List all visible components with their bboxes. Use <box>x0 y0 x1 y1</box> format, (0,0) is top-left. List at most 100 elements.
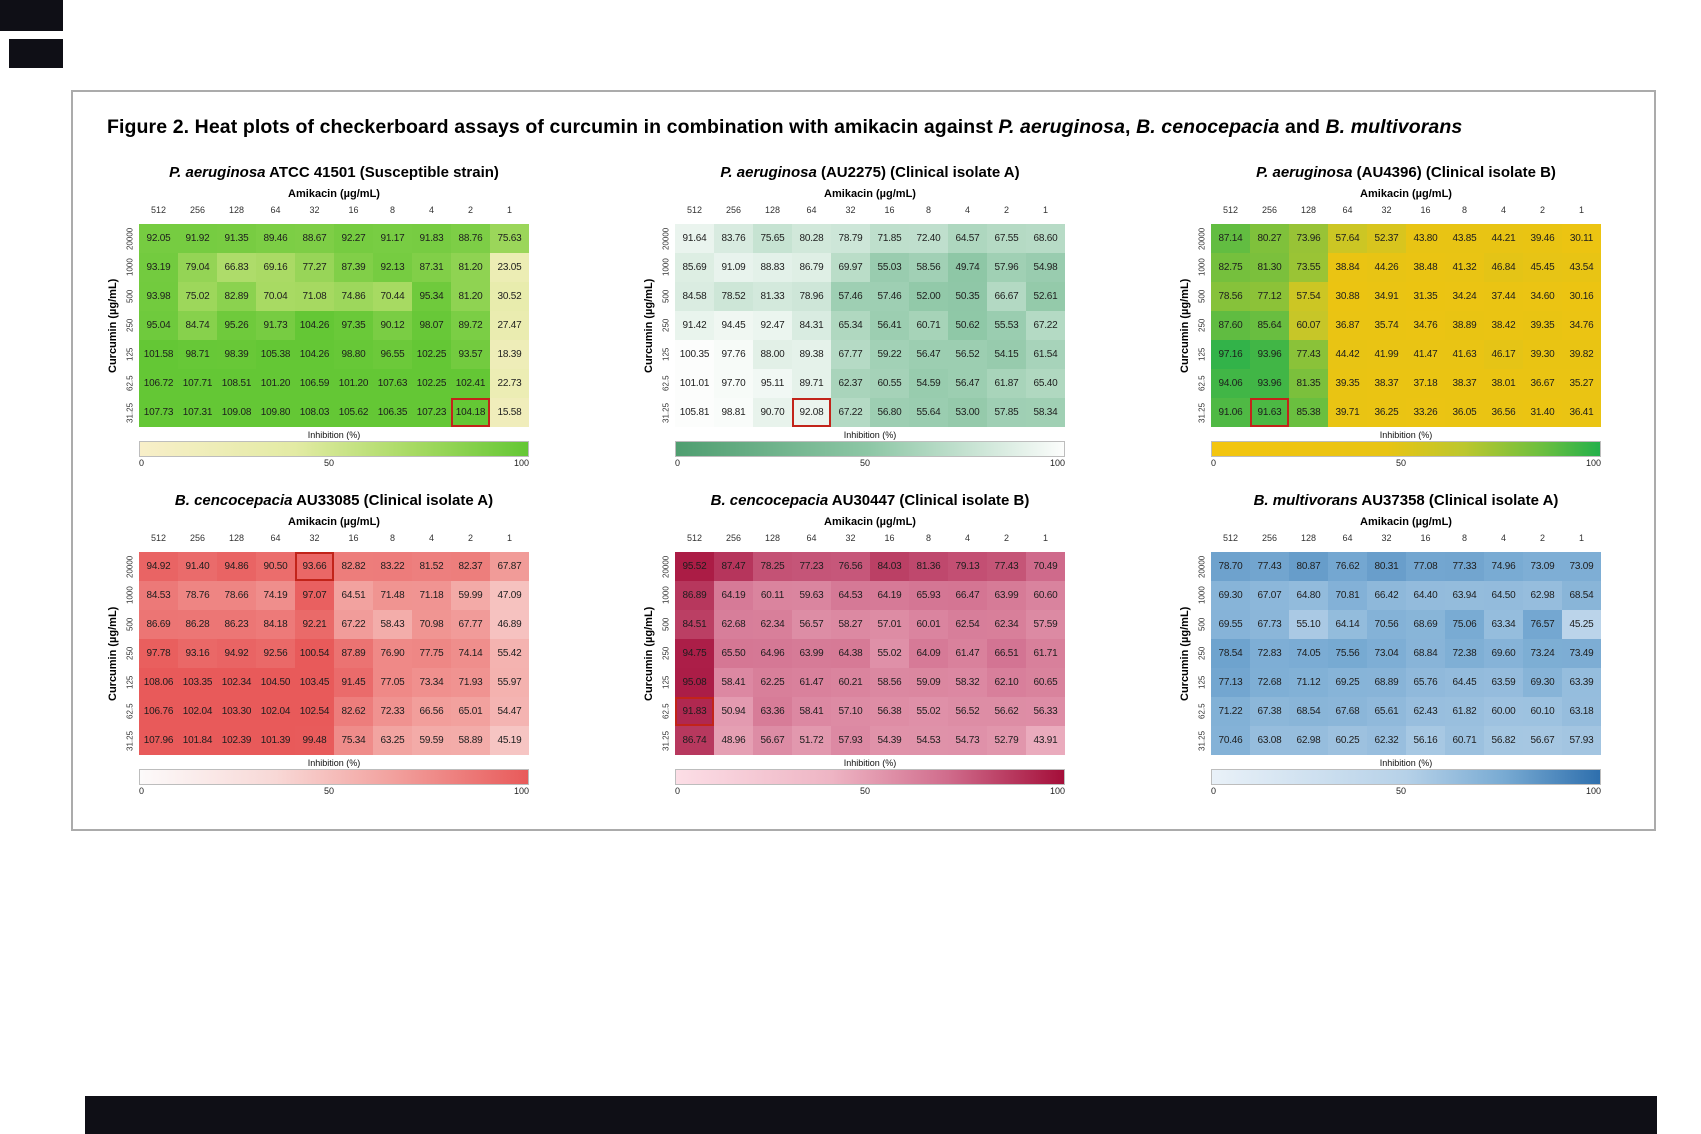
x-axis-label: Amikacin (µg/mL) <box>288 515 380 528</box>
y-tick-label: 125 <box>1197 347 1207 361</box>
heatmap-cell: 103.30 <box>217 696 256 726</box>
heatmap-cell: 62.68 <box>714 609 753 639</box>
figure-title: Figure 2. Heat plots of checkerboard ass… <box>107 114 1487 142</box>
x-tick-label: 2 <box>1003 204 1009 215</box>
heatmap-cell: 43.54 <box>1562 252 1601 282</box>
heatmap-pa-atcc41501: P. aeruginosa ATCC 41501 (Susceptible st… <box>105 164 529 468</box>
x-tick-label: 256 <box>189 204 206 215</box>
heatmap-cell: 62.98 <box>1523 580 1562 610</box>
heatmap-cell: 72.68 <box>1250 667 1289 697</box>
heatmap-cell: 69.25 <box>1328 667 1367 697</box>
heatmap-cell: 92.27 <box>334 223 373 253</box>
heatmap-cell: 69.97 <box>831 252 870 282</box>
heatmap-cell: 70.98 <box>412 609 451 639</box>
colorbar-tick-label: 100 <box>513 785 529 796</box>
heatmap-cell: 34.60 <box>1523 281 1562 311</box>
x-tick-label: 8 <box>1461 204 1467 215</box>
x-tick-label: 64 <box>806 204 817 215</box>
heatmap-cell: 108.06 <box>139 667 178 697</box>
heatmap-cell: 67.55 <box>987 223 1026 253</box>
y-tick-label: 250 <box>1197 646 1207 660</box>
y-ticks: 20000 1000 500 250 125 62.5 31.25 <box>657 224 675 468</box>
heatmap-cell: 65.61 <box>1367 696 1406 726</box>
heatmap-cell: 56.57 <box>792 609 831 639</box>
heatmap-cell: 43.80 <box>1406 223 1445 253</box>
y-tick-label: 1000 <box>1197 258 1207 277</box>
y-tick-label: 20000 <box>661 227 671 250</box>
heatmap-cell: 63.59 <box>1484 667 1523 697</box>
heatmap-cell: 39.35 <box>1523 310 1562 340</box>
x-tick-label: 64 <box>1342 204 1353 215</box>
heatmap-cell: 65.50 <box>714 638 753 668</box>
y-tick-label: 250 <box>1197 318 1207 332</box>
heatmap-cell: 69.30 <box>1211 580 1250 610</box>
heatmap-cell: 62.34 <box>987 609 1026 639</box>
heatmap-cell: 103.35 <box>178 667 217 697</box>
heatmap-cell: 55.02 <box>909 696 948 726</box>
colorbar-tick-label: 50 <box>323 785 334 796</box>
heatmap-cell: 45.25 <box>1562 609 1601 639</box>
y-tick-label: 125 <box>1197 675 1207 689</box>
heatmap-cell: 77.43 <box>987 551 1026 581</box>
plot-title-strain: (AU2275) (Clinical isolate A) <box>816 163 1020 181</box>
heatmap-cell: 82.37 <box>451 551 490 581</box>
heatmap-cell: 87.60 <box>1211 310 1250 340</box>
heatmap-cell: 61.71 <box>1026 638 1065 668</box>
heatmap-cell: 57.59 <box>1026 609 1065 639</box>
colorbar-label: Inhibition (%) <box>1379 429 1433 440</box>
heatmap-cell: 57.01 <box>870 609 909 639</box>
heatmap-pa-au2275: P. aeruginosa (AU2275) (Clinical isolate… <box>641 164 1065 468</box>
heatmap-cell: 73.09 <box>1562 551 1601 581</box>
heatmap-cell: 70.46 <box>1211 725 1250 755</box>
heatmap-cell: 72.38 <box>1445 638 1484 668</box>
heatmap-cell: 90.70 <box>753 397 792 427</box>
heatmap-cell: 38.01 <box>1484 368 1523 398</box>
heatmap-cell: 78.96 <box>792 281 831 311</box>
heatmap-cell: 93.98 <box>139 281 178 311</box>
heatmap-cell: 82.75 <box>1211 252 1250 282</box>
x-tick-label: 256 <box>189 532 206 543</box>
heatmap-cell: 72.83 <box>1250 638 1289 668</box>
heatmap-cell: 96.55 <box>373 339 412 369</box>
heatmap-cell: 70.49 <box>1026 551 1065 581</box>
heatmap-cell: 97.35 <box>334 310 373 340</box>
heatmap-cell: 77.23 <box>792 551 831 581</box>
heatmap-cell: 60.55 <box>870 368 909 398</box>
heatmap-cell: 52.37 <box>1367 223 1406 253</box>
heatmap-cell: 60.71 <box>909 310 948 340</box>
y-tick-label: 125 <box>661 675 671 689</box>
heatmap-cell: 94.75 <box>675 638 714 668</box>
y-tick-label: 125 <box>125 347 135 361</box>
x-ticks: 512 256 128 64 32 16 8 4 2 1 <box>139 205 529 219</box>
heatmap-cell: 77.12 <box>1250 281 1289 311</box>
heatmap-cell: 52.00 <box>909 281 948 311</box>
heatmap-cell: 104.26 <box>295 310 334 340</box>
colorbar-ticks: 0 50 100 <box>675 786 1065 796</box>
heatmap-cell: 41.32 <box>1445 252 1484 282</box>
heatmap-cell: 56.47 <box>948 368 987 398</box>
colorbar-label: Inhibition (%) <box>843 757 897 768</box>
heatmap-cell: 59.59 <box>412 725 451 755</box>
heatmap-cell: 93.19 <box>139 252 178 282</box>
heatmap-cell: 34.76 <box>1562 310 1601 340</box>
colorbar <box>675 768 1065 785</box>
heatmap-cell: 58.32 <box>948 667 987 697</box>
y-axis-label: Curcumin (µg/mL) <box>1179 606 1191 701</box>
x-tick-label: 1 <box>506 532 512 543</box>
heatmap-cell: 71.85 <box>870 223 909 253</box>
y-tick-label: 20000 <box>1197 227 1207 250</box>
heatmap-cell: 39.71 <box>1328 397 1367 427</box>
heatmap-cell: 71.48 <box>373 580 412 610</box>
y-ticks: 20000 1000 500 250 125 62.5 31.25 <box>657 552 675 796</box>
heatmap-cell: 38.84 <box>1328 252 1367 282</box>
plot-title-pa-au4396: P. aeruginosa (AU4396) (Clinical isolate… <box>1211 164 1601 181</box>
figure-title-species: B. cenocepacia <box>1136 116 1280 138</box>
heatmap-cell: 59.99 <box>451 580 490 610</box>
heatmap-cell: 36.56 <box>1484 397 1523 427</box>
x-tick-label: 4 <box>964 204 970 215</box>
heatmap-cell: 56.82 <box>1484 725 1523 755</box>
y-axis: Curcumin (µg/mL) 20000 1000 500 250 125 62.5 31… <box>105 516 139 796</box>
heatmap-cell: 73.49 <box>1562 638 1601 668</box>
colorbar-tick-label: 0 <box>1211 457 1217 468</box>
x-tick-label: 8 <box>925 532 931 543</box>
